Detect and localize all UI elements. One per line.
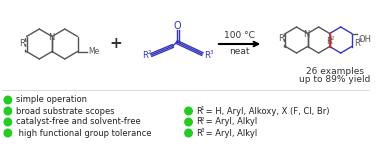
- Text: catalyst-free and solvent-free: catalyst-free and solvent-free: [16, 117, 141, 126]
- Text: R: R: [19, 39, 25, 48]
- Circle shape: [4, 107, 12, 115]
- Text: 1: 1: [24, 38, 27, 43]
- Text: 2: 2: [147, 51, 151, 55]
- Text: = Aryl, Alkyl: = Aryl, Alkyl: [203, 117, 257, 126]
- Text: 26 examples: 26 examples: [305, 68, 364, 76]
- Text: O: O: [174, 21, 181, 31]
- Text: R: R: [354, 39, 359, 48]
- Text: N: N: [304, 30, 310, 39]
- Circle shape: [4, 96, 12, 104]
- Text: 3: 3: [201, 128, 204, 133]
- Circle shape: [4, 118, 12, 126]
- Text: up to 89% yield: up to 89% yield: [299, 75, 370, 84]
- Text: simple operation: simple operation: [16, 95, 87, 104]
- Text: N: N: [48, 33, 54, 42]
- Text: R: R: [197, 129, 202, 137]
- Text: R: R: [143, 51, 148, 61]
- Circle shape: [185, 118, 192, 126]
- Text: 1: 1: [201, 106, 204, 111]
- Text: = H, Aryl, Alkoxy, X (F, Cl, Br): = H, Aryl, Alkoxy, X (F, Cl, Br): [203, 106, 330, 115]
- Text: 3: 3: [209, 51, 213, 55]
- Text: high functional group tolerance: high functional group tolerance: [16, 129, 151, 137]
- Circle shape: [4, 129, 12, 137]
- Text: OH: OH: [359, 35, 372, 44]
- Text: R: R: [197, 106, 202, 115]
- Text: 1: 1: [283, 33, 286, 38]
- Text: R: R: [326, 37, 332, 46]
- Text: 100 °C: 100 °C: [224, 31, 255, 41]
- Circle shape: [185, 129, 192, 137]
- Text: R: R: [204, 51, 210, 61]
- Text: broad substrate scopes: broad substrate scopes: [16, 106, 114, 115]
- Text: 3: 3: [359, 38, 363, 43]
- Text: R: R: [197, 117, 202, 126]
- Text: Me: Me: [88, 47, 99, 56]
- Text: +: +: [110, 37, 122, 51]
- Text: R: R: [277, 34, 284, 43]
- Text: 2: 2: [201, 117, 204, 122]
- Text: 2: 2: [331, 36, 335, 41]
- Text: = Aryl, Alkyl: = Aryl, Alkyl: [203, 129, 257, 137]
- Circle shape: [185, 107, 192, 115]
- Text: neat: neat: [229, 48, 250, 57]
